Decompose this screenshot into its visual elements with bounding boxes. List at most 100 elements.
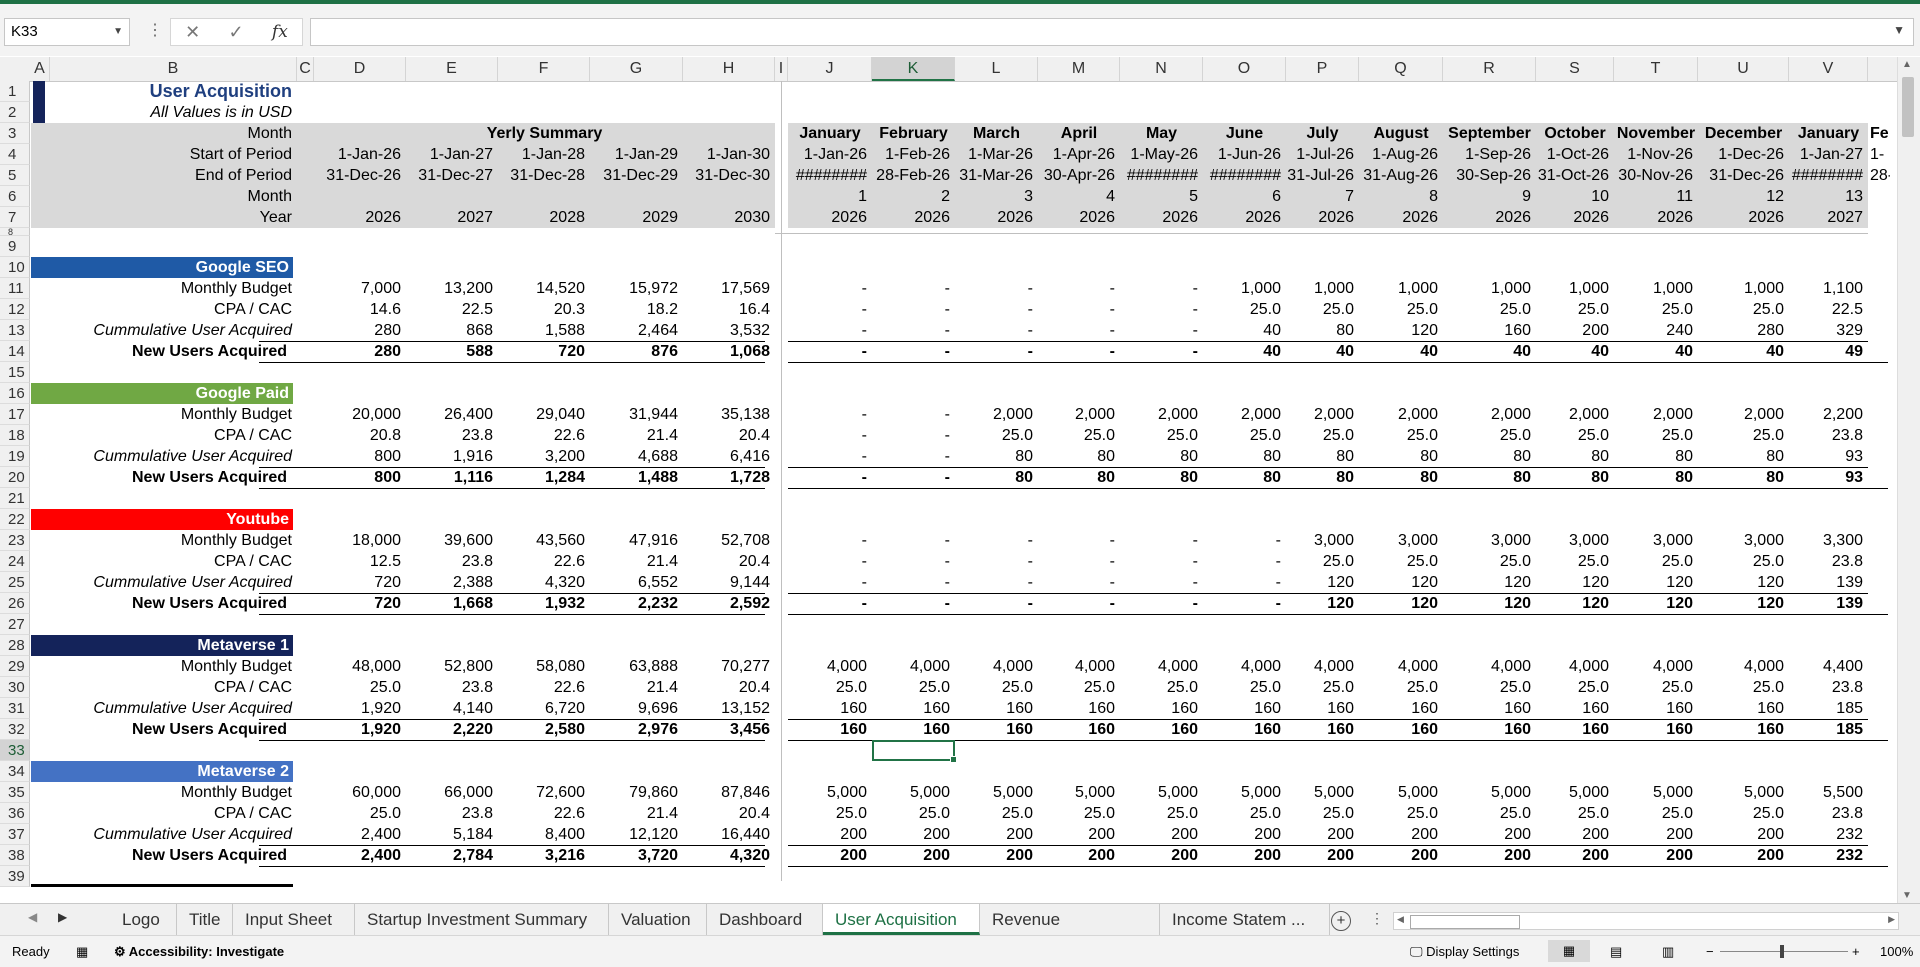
monthly-value[interactable]: 23.8 bbox=[1831, 679, 1863, 696]
monthly-value[interactable]: 80 bbox=[1097, 448, 1115, 465]
monthly-value[interactable]: 200 bbox=[1088, 826, 1115, 843]
month-start[interactable]: 1-Sep-26 bbox=[1465, 146, 1531, 163]
chevron-down-icon[interactable]: ▼ bbox=[113, 26, 123, 37]
month-name[interactable]: July bbox=[1306, 125, 1339, 142]
yearly-value[interactable]: 21.4 bbox=[646, 427, 678, 444]
accessibility-status[interactable]: ⚙ Accessibility: Investigate bbox=[114, 944, 284, 960]
month-end[interactable]: ######## bbox=[1209, 167, 1281, 184]
row-header-39[interactable]: 39 bbox=[0, 866, 30, 887]
row-header-9[interactable]: 9 bbox=[0, 236, 30, 257]
tab-next-icon[interactable]: ▶ bbox=[58, 910, 68, 924]
yearly-value[interactable]: 720 bbox=[374, 595, 401, 612]
yearly-start[interactable]: 1-Jan-27 bbox=[429, 146, 493, 163]
yearly-value[interactable]: 79,860 bbox=[629, 784, 678, 801]
monthly-value[interactable]: 160 bbox=[923, 700, 950, 717]
yearly-value[interactable]: 1,116 bbox=[453, 469, 493, 486]
monthly-value[interactable]: 1,000 bbox=[1240, 280, 1281, 297]
row-label[interactable]: Monthly Budget bbox=[180, 784, 292, 801]
row-header-14[interactable]: 14 bbox=[0, 341, 30, 362]
monthly-value[interactable]: 200 bbox=[1666, 826, 1693, 843]
row-header-25[interactable]: 25 bbox=[0, 572, 30, 593]
monthly-value[interactable]: 25.0 bbox=[1001, 805, 1033, 822]
yearly-value[interactable]: 2,784 bbox=[452, 847, 493, 864]
row-header-31[interactable]: 31 bbox=[0, 698, 30, 719]
monthly-value[interactable]: - bbox=[1027, 322, 1033, 339]
monthly-value[interactable]: 2,000 bbox=[1157, 406, 1198, 423]
monthly-value[interactable]: 200 bbox=[1327, 847, 1354, 864]
monthly-value[interactable]: 2,000 bbox=[1652, 406, 1693, 423]
zoom-slider-handle[interactable] bbox=[1780, 945, 1784, 958]
row-label[interactable]: Monthly Budget bbox=[180, 658, 292, 675]
monthly-value[interactable]: - bbox=[861, 301, 867, 318]
row-header-22[interactable]: 22 bbox=[0, 509, 30, 530]
row-label[interactable]: New Users Acquired bbox=[131, 847, 287, 864]
monthly-value[interactable]: 200 bbox=[1327, 826, 1354, 843]
monthly-value[interactable]: - bbox=[861, 448, 867, 465]
column-header-s[interactable]: S bbox=[1536, 57, 1614, 81]
monthly-value[interactable]: 4,000 bbox=[1157, 658, 1198, 675]
row-header-4[interactable]: 4 bbox=[0, 144, 30, 165]
monthly-value[interactable]: 4,000 bbox=[1568, 658, 1609, 675]
monthly-value[interactable]: 5,000 bbox=[826, 784, 867, 801]
monthly-value[interactable]: 185 bbox=[1836, 721, 1863, 738]
month-number[interactable]: 5 bbox=[1189, 188, 1198, 205]
macro-record-icon[interactable]: ▦ bbox=[76, 944, 89, 959]
monthly-value[interactable]: 3,000 bbox=[1652, 532, 1693, 549]
monthly-value[interactable]: 80 bbox=[1263, 469, 1281, 486]
monthly-value[interactable]: 200 bbox=[1006, 847, 1033, 864]
monthly-value[interactable]: - bbox=[944, 406, 950, 423]
monthly-value[interactable]: 160 bbox=[923, 721, 950, 738]
monthly-value[interactable]: 120 bbox=[1504, 595, 1531, 612]
monthly-value[interactable]: 25.0 bbox=[1406, 679, 1438, 696]
yearly-value[interactable]: 8,400 bbox=[544, 826, 585, 843]
monthly-value[interactable]: 160 bbox=[1666, 721, 1693, 738]
tab-prev-icon[interactable]: ◀ bbox=[28, 910, 38, 924]
monthly-value[interactable]: 329 bbox=[1836, 322, 1863, 339]
yearly-value[interactable]: 4,140 bbox=[452, 700, 493, 717]
monthly-value[interactable]: 80 bbox=[1015, 448, 1033, 465]
monthly-value[interactable]: - bbox=[1027, 595, 1033, 612]
monthly-value[interactable]: 160 bbox=[1582, 721, 1609, 738]
monthly-value[interactable]: 5,000 bbox=[1074, 784, 1115, 801]
row-header-6[interactable]: 6 bbox=[0, 186, 30, 207]
monthly-value[interactable]: 200 bbox=[1171, 826, 1198, 843]
monthly-value[interactable]: 2,000 bbox=[1397, 406, 1438, 423]
enter-icon[interactable]: ✓ bbox=[228, 21, 244, 42]
yearly-value[interactable]: 20.4 bbox=[738, 805, 770, 822]
monthly-value[interactable]: 120 bbox=[1411, 574, 1438, 591]
zoom-level[interactable]: 100% bbox=[1880, 944, 1914, 959]
month-year[interactable]: 2026 bbox=[1402, 209, 1438, 226]
monthly-value[interactable]: - bbox=[1275, 595, 1281, 612]
monthly-value[interactable]: 200 bbox=[1582, 847, 1609, 864]
monthly-value[interactable]: 185 bbox=[1836, 700, 1863, 717]
monthly-value[interactable]: 25.0 bbox=[1406, 553, 1438, 570]
sheet-tab-income-statem[interactable]: Income Statem ... bbox=[1160, 904, 1330, 935]
yearly-value[interactable]: 1,920 bbox=[360, 700, 401, 717]
month-name[interactable]: February bbox=[879, 125, 948, 142]
row-label[interactable]: Cummulative User Acquired bbox=[93, 700, 292, 717]
yearly-value[interactable]: 14.6 bbox=[369, 301, 401, 318]
row-header-26[interactable]: 26 bbox=[0, 593, 30, 614]
monthly-value[interactable]: 160 bbox=[1504, 700, 1531, 717]
monthly-value[interactable]: 25.0 bbox=[1001, 427, 1033, 444]
month-end[interactable]: 30-Apr-26 bbox=[1043, 167, 1115, 184]
yearly-value[interactable]: 20.4 bbox=[738, 427, 770, 444]
monthly-value[interactable]: 25.0 bbox=[1249, 679, 1281, 696]
yearly-year[interactable]: 2027 bbox=[457, 209, 493, 226]
monthly-value[interactable]: 25.0 bbox=[1752, 301, 1784, 318]
column-header-k[interactable]: K bbox=[872, 57, 955, 81]
yearly-end[interactable]: 31-Dec-29 bbox=[603, 167, 678, 184]
row-label[interactable]: CPA / CAC bbox=[214, 805, 292, 822]
monthly-value[interactable]: - bbox=[944, 553, 950, 570]
monthly-value[interactable]: 23.8 bbox=[1831, 805, 1863, 822]
label-year[interactable]: Year bbox=[259, 209, 292, 226]
yearly-value[interactable]: 22.6 bbox=[553, 553, 585, 570]
section-badge[interactable]: Metaverse 2 bbox=[31, 761, 293, 782]
yearly-value[interactable]: 7,000 bbox=[360, 280, 401, 297]
monthly-value[interactable]: 80 bbox=[1513, 469, 1531, 486]
yearly-value[interactable]: 26,400 bbox=[444, 406, 493, 423]
yearly-value[interactable]: 4,688 bbox=[637, 448, 678, 465]
monthly-value[interactable]: 25.0 bbox=[1661, 427, 1693, 444]
monthly-value[interactable]: 25.0 bbox=[1166, 427, 1198, 444]
monthly-value[interactable]: 200 bbox=[1504, 826, 1531, 843]
